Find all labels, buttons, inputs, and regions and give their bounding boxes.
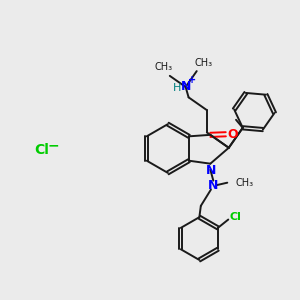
Text: N: N (208, 178, 218, 192)
Text: O: O (227, 128, 238, 141)
Text: N: N (180, 80, 191, 93)
Text: H: H (173, 83, 182, 93)
Text: Cl: Cl (34, 143, 49, 157)
Text: N: N (206, 164, 216, 177)
Text: CH₃: CH₃ (235, 178, 254, 188)
Text: −: − (48, 139, 59, 152)
Text: Cl: Cl (230, 212, 242, 222)
Text: CH₃: CH₃ (194, 58, 212, 68)
Text: CH₃: CH₃ (154, 62, 172, 72)
Text: +: + (188, 75, 196, 85)
